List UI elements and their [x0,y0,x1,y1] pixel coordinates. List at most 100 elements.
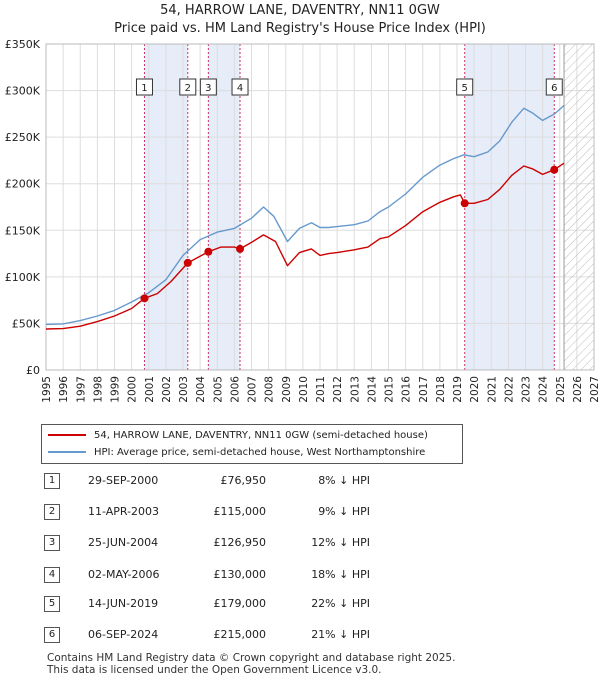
footer: Contains HM Land Registry data © Crown c… [47,652,455,676]
sale-point [140,294,149,303]
x-tick-label: 2013 [349,376,361,403]
x-tick-label: 2017 [418,376,430,403]
legend-label-hpi: HPI: Average price, semi-detached house,… [94,447,426,458]
legend-item-property: 54, HARROW LANE, DAVENTRY, NN11 0GW (sem… [48,428,428,444]
sale-row: 4 02-MAY-2006 £130,000 18% ↓ HPI [0,565,600,585]
x-tick-label: 2006 [229,376,241,403]
x-tick-label: 2008 [264,376,276,403]
sale-number-box [545,78,563,96]
sale-number-box [231,78,249,96]
x-tick-label: 2011 [315,376,327,403]
sale-row: 2 11-APR-2003 £115,000 9% ↓ HPI [0,502,600,522]
sale-number: 1 [44,473,60,489]
x-tick-label: 2009 [281,376,293,403]
title-line-1: 54, HARROW LANE, DAVENTRY, NN11 0GW [160,3,440,18]
sale-number-label: 6 [551,83,557,94]
sale-number: 5 [44,596,60,612]
sale-row: 6 06-SEP-2024 £215,000 21% ↓ HPI [0,625,600,645]
sale-point [236,244,245,253]
x-tick-label: 2015 [384,376,396,403]
sale-hpi-diff: 8% ↓ HPI [318,474,370,487]
sale-number-label: 2 [185,83,191,94]
x-tick-label: 2019 [452,376,464,403]
sale-number-label: 5 [462,83,468,94]
sale-number-box [135,78,153,96]
x-tick-label: 1997 [75,376,87,403]
plot-frame [45,43,595,371]
sale-date: 29-SEP-2000 [88,474,159,487]
property-price-line [45,162,565,330]
x-tick-label: 2004 [195,376,207,403]
x-tick-label: 2005 [212,376,224,403]
sale-point [183,258,192,267]
sale-row: 5 14-JUN-2019 £179,000 22% ↓ HPI [0,594,600,614]
legend-swatch-property [48,434,86,436]
sale-number-label: 3 [205,83,211,94]
sale-number: 4 [44,567,60,583]
x-tick-label: 2027 [589,376,600,403]
sale-date: 02-MAY-2006 [88,568,160,581]
sale-price: £126,950 [213,536,267,549]
x-tick-label: 2003 [178,376,190,403]
title-line-2: Price paid vs. HM Land Registry's House … [114,21,486,36]
x-tick-label: 2023 [521,376,533,403]
x-tick-label: 2002 [161,376,173,403]
sale-hpi-diff: 21% ↓ HPI [311,628,370,641]
x-tick-label: 2026 [572,376,584,403]
sale-price: £76,950 [220,474,267,487]
sale-price: £215,000 [213,628,267,641]
x-tick-label: 2022 [503,376,515,403]
x-tick-label: 2025 [555,376,567,403]
x-tick-label: 2000 [127,376,139,403]
sale-date: 25-JUN-2004 [88,536,159,549]
y-tick-label: £150K [5,224,41,237]
y-tick-label: £250K [5,131,41,144]
x-tick-label: 2016 [401,376,413,403]
sale-hpi-diff: 22% ↓ HPI [311,597,370,610]
footer-line-2: This data is licensed under the Open Gov… [47,664,382,676]
y-tick-label: £300K [5,85,41,98]
sale-date: 06-SEP-2024 [88,628,159,641]
legend-label-property: 54, HARROW LANE, DAVENTRY, NN11 0GW (sem… [94,430,428,441]
x-tick-label: 2018 [435,376,447,403]
sale-number-label: 4 [237,83,243,94]
sale-hpi-diff: 18% ↓ HPI [311,568,370,581]
sale-number: 2 [44,504,60,520]
x-tick-label: 2007 [247,376,259,403]
sale-hpi-diff: 12% ↓ HPI [311,536,370,549]
legend-item-hpi: HPI: Average price, semi-detached house,… [48,445,425,461]
sale-row: 3 25-JUN-2004 £126,950 12% ↓ HPI [0,533,600,553]
chart-title: 54, HARROW LANE, DAVENTRY, NN11 0GW Pric… [0,2,600,38]
sale-number-label: 1 [141,83,147,94]
x-tick-label: 1999 [110,376,122,403]
sale-date: 14-JUN-2019 [88,597,159,610]
sale-price: £115,000 [213,505,267,518]
price-chart: £0 £50K £100K £150K £200K £250K £300K £350K 1995… [5,38,600,403]
x-tick-label: 2014 [366,376,378,403]
sale-hpi-diff: 9% ↓ HPI [318,505,370,518]
sale-price: £130,000 [213,568,267,581]
x-tick-label: 1996 [58,376,70,403]
x-tick-label: 1995 [41,376,53,403]
x-tick-label: 2012 [332,376,344,403]
sale-number-box [456,78,474,96]
y-tick-label: £200K [5,178,41,191]
sale-point [204,247,213,256]
hpi-line [45,104,565,326]
y-tick-label: £0 [26,364,40,377]
y-tick-label: £100K [5,271,41,284]
y-tick-label: £350K [5,38,41,51]
sale-number: 6 [44,627,60,643]
footer-line-1: Contains HM Land Registry data © Crown c… [47,652,456,664]
sale-point [550,165,559,174]
x-tick-label: 2021 [486,376,498,403]
x-tick-label: 2024 [538,376,550,403]
sale-price: £179,000 [213,597,267,610]
sale-date: 11-APR-2003 [88,505,160,518]
sale-point [460,199,469,208]
x-tick-label: 2010 [298,376,310,403]
legend-swatch-hpi [48,451,86,453]
x-tick-label: 1998 [92,376,104,403]
sale-row: 1 29-SEP-2000 £76,950 8% ↓ HPI [0,471,600,491]
sale-number-box [179,78,197,96]
